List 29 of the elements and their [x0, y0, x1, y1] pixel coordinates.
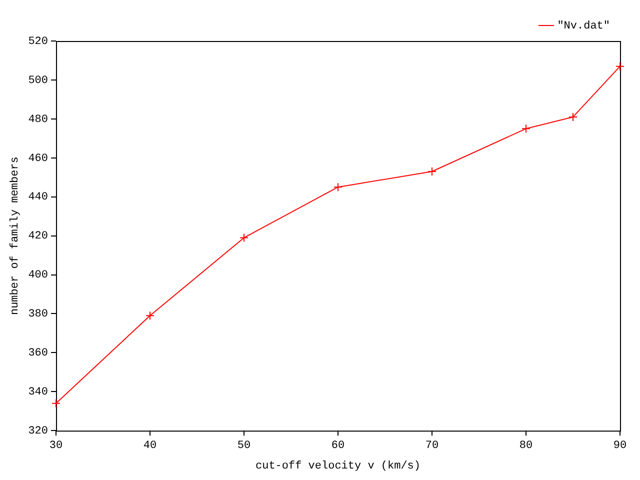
point [334, 182, 342, 192]
point [428, 167, 436, 176]
point [522, 124, 530, 134]
y-tick-label: 380 [28, 308, 48, 321]
x-tick-label: 80 [519, 440, 533, 452]
y-tick-label: 520 [28, 36, 48, 48]
legend-label: "Nv.dat" [557, 20, 610, 32]
y-tick-label: 340 [28, 386, 48, 399]
y-tick-label: 440 [28, 192, 48, 204]
x-tick-label: 50 [237, 440, 251, 452]
point [568, 112, 578, 122]
y-tick-label: 480 [28, 114, 48, 126]
point [146, 311, 155, 320]
y-tick-label: 420 [28, 230, 48, 243]
y-tick-label: 500 [28, 74, 48, 87]
y-tick-label: 320 [28, 426, 48, 438]
y-tick-label: 360 [28, 348, 48, 360]
x-tick-label: 90 [613, 440, 627, 452]
y-tick-label: 400 [28, 270, 48, 282]
x-tick-label: 70 [425, 440, 439, 452]
x-tick-label: 60 [331, 440, 345, 452]
x-axis-title: cut-off velocity v (km/s) [255, 460, 421, 472]
point [52, 398, 61, 408]
x-tick-label: 40 [143, 440, 157, 452]
point [616, 62, 624, 71]
y-tick-label: 460 [28, 152, 48, 165]
x-tick-label: 30 [49, 440, 63, 452]
y-axis-title: number of family members [10, 156, 22, 316]
point [240, 233, 248, 242]
